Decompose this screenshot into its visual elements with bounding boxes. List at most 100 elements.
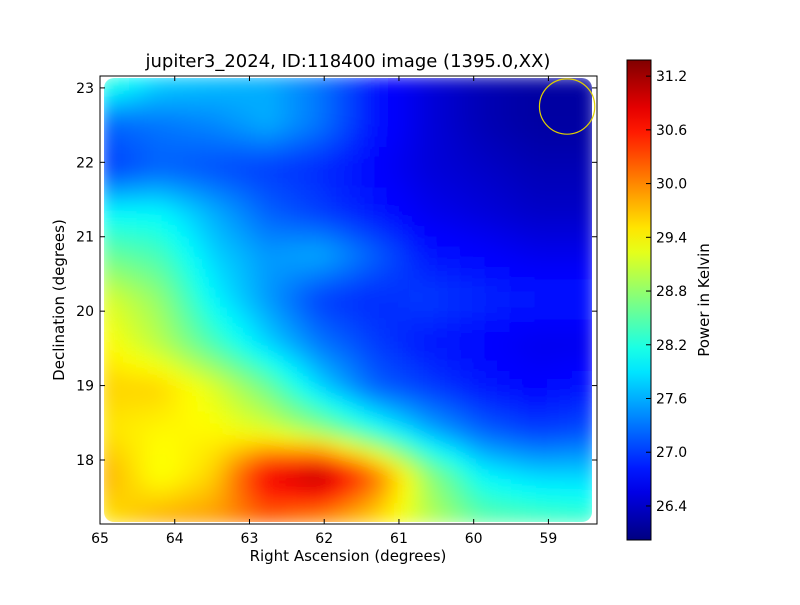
heatmap-cell (298, 197, 312, 209)
heatmap-cell (161, 106, 176, 118)
heatmap-cell (161, 228, 176, 240)
colorbar-tick-label: 29.4 (656, 230, 687, 246)
heatmap-cell (397, 207, 412, 220)
heatmap-cell (310, 218, 325, 230)
heatmap-cell (298, 248, 312, 260)
heatmap-cell (521, 106, 536, 118)
heatmap-cell (273, 146, 287, 158)
heatmap-cell (261, 136, 275, 148)
heatmap-cell (484, 482, 499, 494)
heatmap-cell (174, 126, 188, 138)
heatmap-cell (285, 207, 300, 220)
heatmap-cell (124, 95, 138, 108)
heatmap-cell (348, 350, 362, 362)
heatmap-cell (484, 218, 499, 230)
heatmap-cell (521, 482, 536, 494)
heatmap-cell (211, 167, 225, 179)
heatmap-cell (509, 136, 523, 148)
heatmap-cell (360, 472, 374, 484)
heatmap-cell (360, 411, 374, 423)
heatmap-cell (323, 411, 337, 423)
heatmap-cell (521, 197, 536, 209)
heatmap-cell (223, 146, 238, 158)
heatmap-cell (323, 126, 337, 138)
heatmap-cell (584, 299, 592, 311)
heatmap-cell (521, 85, 536, 97)
heatmap-cell (223, 350, 238, 362)
heatmap-cell (559, 360, 573, 372)
heatmap-cell (521, 319, 536, 332)
heatmap-cell (546, 462, 561, 474)
heatmap-cell (372, 156, 387, 169)
heatmap-cell (447, 116, 461, 128)
heatmap-cell (410, 380, 424, 393)
heatmap-cell (186, 85, 200, 97)
heatmap-cell (248, 136, 263, 148)
heatmap-cell (385, 380, 399, 393)
heatmap-cell (298, 380, 312, 393)
heatmap-cell (104, 218, 113, 230)
heatmap-cell (161, 340, 176, 352)
heatmap-cell (509, 258, 523, 270)
heatmap-cell (472, 177, 486, 189)
heatmap-cell (136, 197, 151, 209)
heatmap-cell (248, 78, 263, 87)
heatmap-cell (285, 411, 300, 423)
heatmap-cell (273, 319, 287, 332)
heatmap-cell (161, 116, 176, 128)
heatmap-cell (410, 136, 424, 148)
heatmap-cell (571, 228, 586, 240)
heatmap-cell (273, 218, 287, 230)
heatmap-cell (248, 95, 263, 108)
heatmap-cell (149, 370, 163, 382)
heatmap-cell (484, 116, 499, 128)
heatmap-cell (104, 167, 113, 179)
heatmap-cell (223, 309, 238, 321)
heatmap-cell (198, 350, 213, 362)
heatmap-cell (211, 177, 225, 189)
heatmap-cell (422, 156, 436, 169)
heatmap-cell (571, 136, 586, 148)
heatmap-cell (223, 126, 238, 138)
heatmap-cell (186, 330, 200, 342)
heatmap-cell (521, 442, 536, 454)
heatmap-cell (385, 228, 399, 240)
heatmap-cell (521, 248, 536, 260)
heatmap-cell (509, 177, 523, 189)
heatmap-cell (310, 85, 325, 97)
heatmap-cell (161, 197, 176, 209)
heatmap-cell (472, 401, 486, 413)
heatmap-cell (348, 136, 362, 148)
heatmap-cell (111, 370, 126, 382)
heatmap-cell (459, 319, 474, 332)
heatmap-cell (111, 431, 126, 444)
heatmap-cell (372, 177, 387, 189)
heatmap-cell (161, 421, 176, 433)
y-tick-label: 20 (76, 304, 94, 320)
heatmap-cell (285, 513, 300, 522)
heatmap-cell (248, 401, 263, 413)
heatmap-cell (447, 340, 461, 352)
heatmap-cell (211, 106, 225, 118)
heatmap-cell (248, 391, 263, 403)
heatmap-cell (104, 126, 113, 138)
heatmap-cell (534, 452, 548, 464)
heatmap-cell (434, 146, 449, 158)
heatmap-cell (198, 167, 213, 179)
heatmap-cell (149, 95, 163, 108)
colorbar-tick-label: 28.8 (656, 284, 687, 300)
heatmap-cell (261, 268, 275, 281)
heatmap-cell (261, 207, 275, 220)
heatmap-cell (497, 289, 511, 301)
heatmap-cell (111, 360, 126, 372)
heatmap-cell (124, 309, 138, 321)
heatmap-cell (261, 492, 275, 505)
heatmap-cell (422, 360, 436, 372)
heatmap-cell (397, 350, 412, 362)
heatmap-cell (546, 360, 561, 372)
heatmap-cell (546, 431, 561, 444)
heatmap-cell (248, 187, 263, 199)
heatmap-cell (285, 197, 300, 209)
heatmap-cell (323, 177, 337, 189)
